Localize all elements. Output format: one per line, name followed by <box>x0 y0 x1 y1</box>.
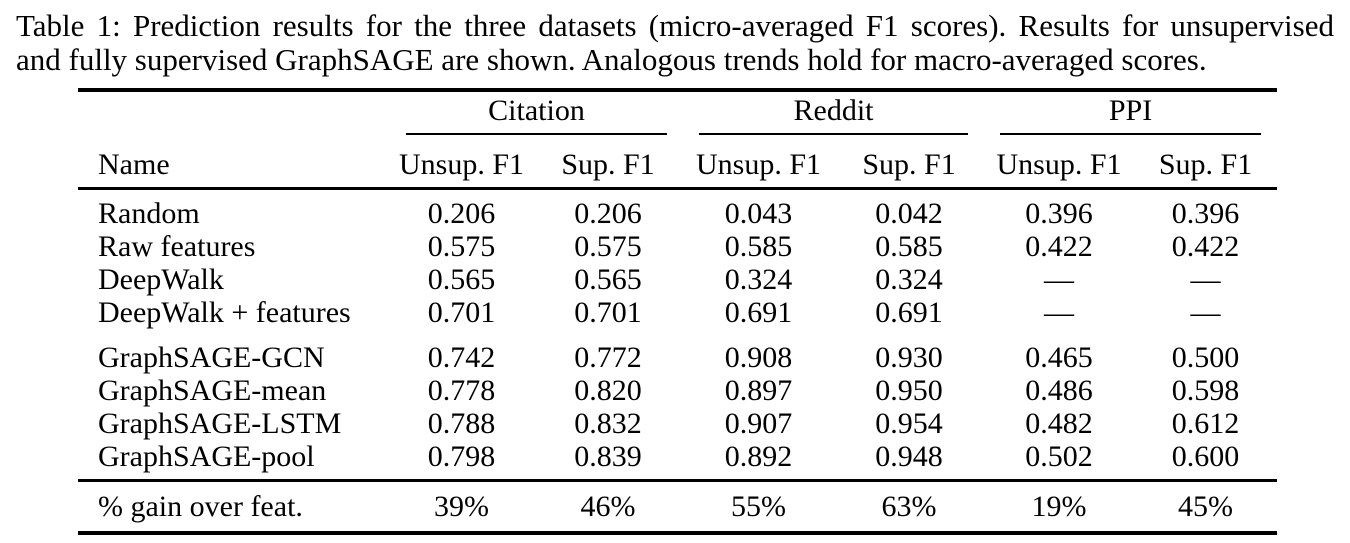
table-cell: 0.598 <box>1171 374 1240 407</box>
table-cell: 0.500 <box>1171 341 1240 374</box>
table-cell: 0.043 <box>724 197 793 230</box>
table-cell: 0.798 <box>427 440 496 473</box>
table-cell: 0.930 <box>875 341 943 374</box>
citation-rule <box>406 133 668 135</box>
gain-row-label: % gain over feat. <box>78 479 390 533</box>
table-cell: 0.954 <box>875 407 943 440</box>
group-label-ppi: PPI <box>1108 94 1153 127</box>
caption-line-2: and fully supervised GraphSAGE are shown… <box>16 42 1207 77</box>
table-cell: 0.701 <box>574 296 642 329</box>
column-header-citation-sup: Sup. F1 <box>533 139 684 190</box>
gain-row: % gain over feat. 39% 46% 55% 63% 19% 45… <box>78 479 1278 533</box>
results-table: Citation Reddit PPI Name Unsup. F1 Sup. … <box>78 88 1278 535</box>
table-cell: 0.950 <box>875 374 943 407</box>
gain-cell: 63% <box>834 479 985 533</box>
table-cell: 0.575 <box>574 230 642 263</box>
table-row-graphsage-pool: GraphSAGE-pool 0.798 0.839 0.892 0.948 0… <box>78 440 1277 481</box>
row-label: Raw features <box>98 230 256 263</box>
table-cell: 0.585 <box>875 230 943 263</box>
table-cell: 0.772 <box>574 341 642 374</box>
column-header-ppi-unsup: Unsup. F1 <box>984 139 1135 190</box>
group-label-reddit: Reddit <box>793 94 874 127</box>
table-caption: Table 1: Prediction results for the thre… <box>16 9 1334 77</box>
table-cell: 0.422 <box>1171 230 1240 263</box>
table-cell: 0.892 <box>724 440 793 473</box>
table-cell: 0.482 <box>1025 407 1093 440</box>
table-cell: 0.839 <box>574 440 642 473</box>
table-cell: 0.396 <box>1171 197 1240 230</box>
table-cell: 0.691 <box>875 296 943 329</box>
column-header-reddit-sup: Sup. F1 <box>834 139 985 190</box>
table-cell: 0.486 <box>1025 374 1093 407</box>
table-cell: 0.206 <box>427 197 496 230</box>
group-header-citation: Citation <box>390 90 683 139</box>
gain-cell: 19% <box>984 479 1135 533</box>
table-cell: 0.897 <box>724 374 793 407</box>
table-cell: — <box>1190 263 1221 296</box>
table-cell: 0.575 <box>427 230 496 263</box>
group-label-citation: Citation <box>488 94 585 127</box>
table-cell: 0.042 <box>875 197 943 230</box>
table-cell: 0.691 <box>724 296 793 329</box>
row-label: DeepWalk <box>98 263 224 296</box>
table-cell: — <box>1190 296 1221 329</box>
table-row-graphsage-gcn: GraphSAGE-GCN 0.742 0.772 0.908 0.930 0.… <box>78 329 1277 374</box>
table-row-random: Random 0.206 0.206 0.043 0.042 0.396 0.3… <box>78 189 1277 231</box>
table-cell: 0.600 <box>1171 440 1240 473</box>
table-cell: 0.502 <box>1025 440 1093 473</box>
table-cell: 0.701 <box>427 296 496 329</box>
table-cell: 0.612 <box>1171 407 1240 440</box>
baseline-methods-block: Random 0.206 0.206 0.043 0.042 0.396 0.3… <box>78 189 1277 329</box>
table-row-graphsage-lstm: GraphSAGE-LSTM 0.788 0.832 0.907 0.954 0… <box>78 407 1277 440</box>
table-cell: 0.820 <box>574 374 642 407</box>
table-cell: 0.948 <box>875 440 943 473</box>
group-header-ppi: PPI <box>984 90 1277 139</box>
table-cell: 0.565 <box>574 263 642 296</box>
table-cell: 0.585 <box>724 230 793 263</box>
ppi-rule <box>1000 133 1262 135</box>
gain-cell: 45% <box>1134 479 1278 533</box>
table-row-deepwalk: DeepWalk 0.565 0.565 0.324 0.324 — — <box>78 263 1277 296</box>
column-header-name: Name <box>78 139 390 190</box>
table-cell: 0.396 <box>1025 197 1093 230</box>
table-cell: 0.422 <box>1025 230 1093 263</box>
gain-cell: 39% <box>390 479 533 533</box>
column-header-reddit-unsup: Unsup. F1 <box>683 139 835 190</box>
table-cell: 0.778 <box>427 374 496 407</box>
group-header-spacer <box>78 90 390 139</box>
table-cell: 0.742 <box>427 341 496 374</box>
table-cell: 0.465 <box>1025 341 1093 374</box>
table-cell: 0.907 <box>724 407 793 440</box>
group-header-reddit: Reddit <box>683 90 984 139</box>
row-label: GraphSAGE-pool <box>98 440 315 473</box>
table-cell: 0.788 <box>427 407 496 440</box>
reddit-rule <box>699 133 969 135</box>
table-cell: — <box>1044 263 1075 296</box>
row-label: GraphSAGE-LSTM <box>98 407 342 440</box>
row-label: Random <box>98 197 200 230</box>
gain-cell: 55% <box>683 479 835 533</box>
table-cell: 0.324 <box>875 263 943 296</box>
row-label: GraphSAGE-mean <box>98 374 327 407</box>
column-header-citation-unsup: Unsup. F1 <box>390 139 533 190</box>
table-cell: 0.832 <box>574 407 642 440</box>
table-row-graphsage-mean: GraphSAGE-mean 0.778 0.820 0.897 0.950 0… <box>78 374 1277 407</box>
table-row-raw-features: Raw features 0.575 0.575 0.585 0.585 0.4… <box>78 230 1277 263</box>
table-cell: 0.565 <box>427 263 496 296</box>
row-label: DeepWalk + features <box>98 296 351 329</box>
subheader-row: Name Unsup. F1 Sup. F1 Unsup. F1 Sup. F1… <box>78 139 1278 190</box>
row-label: GraphSAGE-GCN <box>98 341 325 374</box>
group-header-row: Citation Reddit PPI <box>78 90 1277 139</box>
table-cell: 0.206 <box>574 197 642 230</box>
graphsage-methods-block: GraphSAGE-GCN 0.742 0.772 0.908 0.930 0.… <box>78 329 1277 481</box>
table-cell: 0.324 <box>724 263 793 296</box>
table-cell: 0.908 <box>724 341 793 374</box>
table-row-deepwalk-features: DeepWalk + features 0.701 0.701 0.691 0.… <box>78 296 1277 329</box>
table-cell: — <box>1044 296 1075 329</box>
column-header-ppi-sup: Sup. F1 <box>1134 139 1278 190</box>
gain-cell: 46% <box>533 479 684 533</box>
caption-line-1: Table 1: Prediction results for the thre… <box>16 8 1334 43</box>
